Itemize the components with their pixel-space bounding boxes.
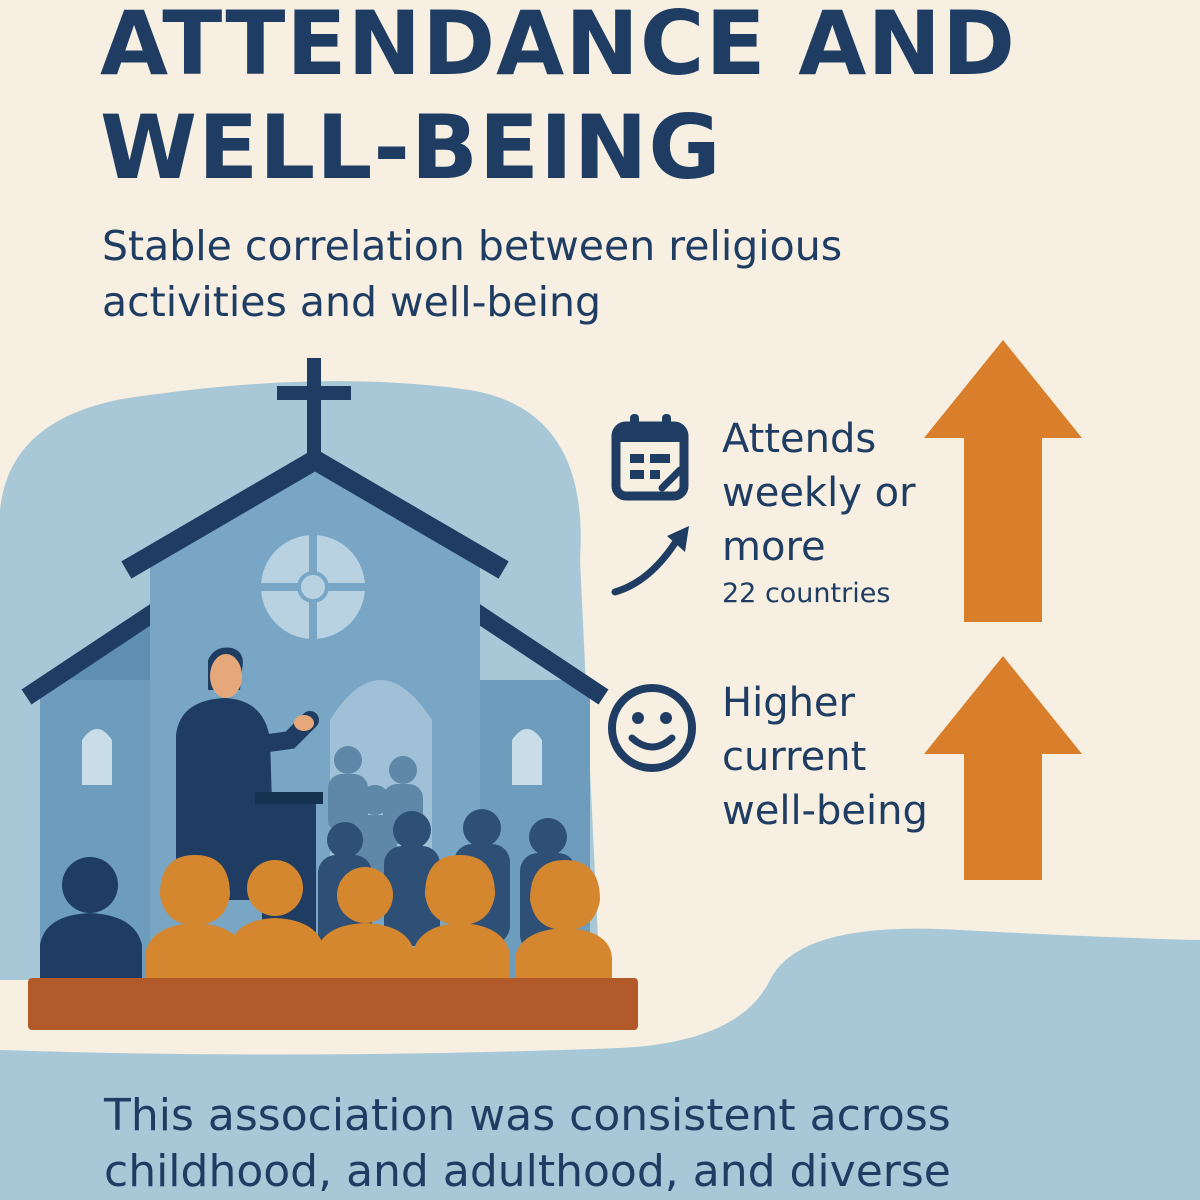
subtitle-line-1: Stable correlation between religious [102,222,843,270]
stat-label-line: Higher [722,680,855,726]
page-title: ATTENDANCE AND WELL-BEING [100,0,1016,200]
smiley-face-icon [608,684,696,772]
stat-label-line: more [722,524,826,570]
up-arrow-icon [924,656,1082,880]
subtitle: Stable correlation between religious act… [102,218,842,330]
title-line-1: ATTENDANCE AND [100,0,1017,95]
cross-icon [277,358,351,468]
calendar-icon [611,414,689,501]
congregation [40,855,612,980]
stat-label-line: Attends [722,416,877,462]
church-pew [28,978,638,1030]
stat-sub-label: 22 countries [722,578,891,609]
pastor-figure [176,647,319,900]
footer-line-2: childhood, and adulthood, and diverse [104,1146,951,1197]
rose-window [261,535,365,639]
subtitle-line-2: activities and well-being [102,278,602,326]
title-line-2: WELL-BEING [100,96,722,199]
stat-label-line: current [722,734,867,780]
stat-higher-well-being: Higher current well-being [722,676,928,838]
stat-weekly-attendance: Attends weekly or more 22 countries [722,412,916,614]
footer-line-1: This association was consistent across [104,1090,951,1141]
up-arrow-icon [924,340,1082,622]
church-congregation-illustration [0,358,638,1030]
stat-label-line: well-being [722,788,928,834]
footer-text: This association was consistent across c… [104,1088,951,1200]
bottom-wave-band [0,928,1200,1200]
stat-label-line: weekly or [722,470,916,516]
trend-up-arrow-icon [611,526,689,596]
